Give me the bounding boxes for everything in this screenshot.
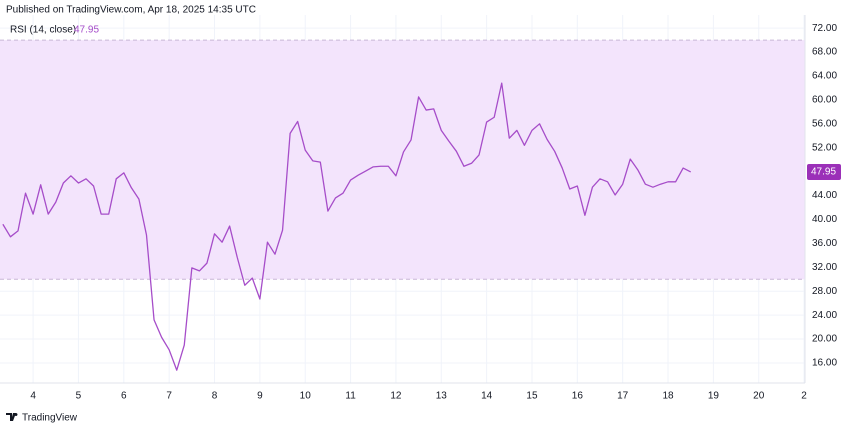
y-tick-label: 24.00 xyxy=(812,310,837,321)
x-tick-label: 15 xyxy=(526,391,538,402)
rsi-band xyxy=(0,40,805,280)
x-tick-label: 12 xyxy=(390,391,402,402)
y-tick-label: 56.00 xyxy=(812,118,837,129)
x-tick-label: 6 xyxy=(121,391,127,402)
x-tick-label: 7 xyxy=(166,391,172,402)
indicator-title: RSI (14, close) xyxy=(10,25,76,36)
brand-logo xyxy=(6,412,18,421)
x-tick-label: 11 xyxy=(345,391,356,402)
y-tick-label: 72.00 xyxy=(812,23,837,34)
last-value-box xyxy=(807,163,841,180)
last-value-label: 47.95 xyxy=(811,167,836,178)
rsi-line xyxy=(2,82,692,371)
x-tick-label: 8 xyxy=(212,391,218,402)
y-tick-label: 32.00 xyxy=(812,262,837,273)
axes: 16.00 20.00 24.00 28.00 32.00 36.00 40.00 44.00… xyxy=(30,23,841,402)
x-tick-label: 14 xyxy=(481,391,493,402)
y-tick-label: 60.00 xyxy=(812,95,837,106)
y-tick-label: 64.00 xyxy=(812,71,837,82)
x-tick-label: 10 xyxy=(300,391,312,402)
y-tick-label: 20.00 xyxy=(812,334,837,345)
y-tick-label: 28.00 xyxy=(812,286,837,297)
x-tick-label: 13 xyxy=(436,391,448,402)
indicator-value: 47.95 xyxy=(74,25,99,36)
x-tick-label: 2 xyxy=(801,391,807,402)
x-tick-label: 17 xyxy=(617,391,629,402)
y-tick-label: 68.00 xyxy=(812,47,837,58)
x-tick-label: 9 xyxy=(257,391,263,402)
x-tick-label: 19 xyxy=(708,391,720,402)
y-tick-label: 40.00 xyxy=(812,214,837,225)
plot xyxy=(0,39,805,371)
published-note: Published on TradingView.com, Apr 18, 20… xyxy=(6,5,256,16)
y-tick-label: 16.00 xyxy=(812,358,837,369)
y-tick-label: 36.00 xyxy=(812,238,837,249)
x-tick-label: 16 xyxy=(572,391,584,402)
brand-name: TradingView xyxy=(22,413,78,424)
x-tick-label: 20 xyxy=(753,391,765,402)
y-tick-label: 44.00 xyxy=(812,190,837,201)
x-tick-label: 4 xyxy=(30,391,36,402)
x-tick-label: 18 xyxy=(662,391,674,402)
x-tick-label: 5 xyxy=(76,391,82,402)
y-tick-label: 52.00 xyxy=(812,142,837,153)
